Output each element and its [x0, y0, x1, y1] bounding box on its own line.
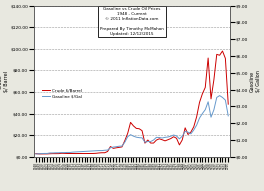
Crude $/Barrel	[34, 152, 37, 155]
Gasoline $/Gal	[143, 141, 147, 143]
Crude $/Barrel	[206, 57, 210, 59]
Crude $/Barrel	[227, 103, 230, 105]
Crude $/Barrel	[209, 98, 213, 100]
Gasoline $/Gal	[206, 101, 210, 103]
Line: Crude $/Barrel: Crude $/Barrel	[36, 51, 228, 154]
Gasoline $/Gal	[80, 151, 83, 153]
Gasoline $/Gal	[227, 115, 230, 117]
Gasoline $/Gal	[77, 151, 81, 153]
Gasoline $/Gal	[115, 146, 118, 148]
Y-axis label: Crude
$/ Barrel: Crude $/ Barrel	[0, 71, 9, 92]
Crude $/Barrel	[166, 139, 169, 141]
Crude $/Barrel	[212, 79, 215, 81]
Crude $/Barrel	[175, 137, 178, 139]
Text: Gasoline vs Crude Oil Prices
1948 - Current
© 2011 InflationData.com

Prepared B: Gasoline vs Crude Oil Prices 1948 - Curr…	[100, 7, 164, 36]
Legend: Crude $/Barrel, Gasoline $/Gal: Crude $/Barrel, Gasoline $/Gal	[40, 87, 83, 100]
Crude $/Barrel	[221, 50, 224, 52]
Gasoline $/Gal	[34, 153, 37, 155]
Crude $/Barrel	[40, 153, 43, 155]
Crude $/Barrel	[189, 131, 192, 133]
Gasoline $/Gal	[146, 140, 149, 143]
Line: Gasoline $/Gal: Gasoline $/Gal	[36, 96, 228, 154]
Gasoline $/Gal	[218, 94, 221, 97]
Y-axis label: Gasoline
$/ Gallon: Gasoline $/ Gallon	[250, 70, 261, 92]
